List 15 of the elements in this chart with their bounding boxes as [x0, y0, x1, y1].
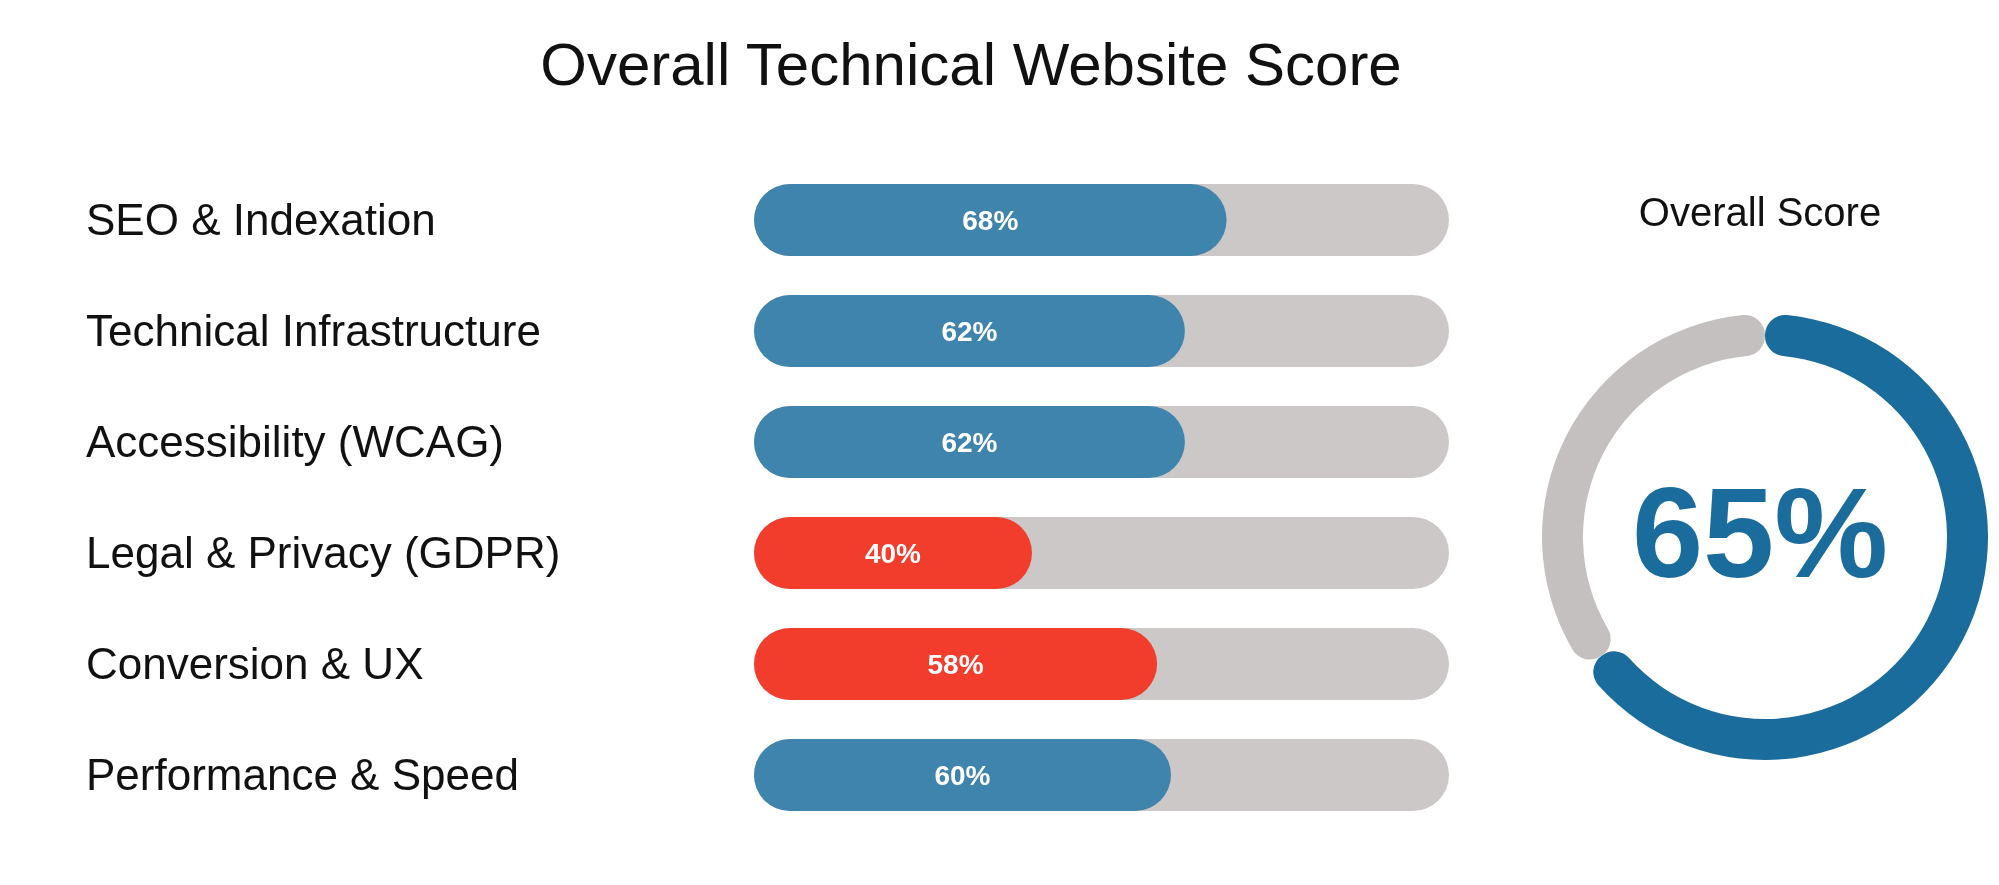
data-label: 40% — [864, 537, 922, 569]
data-label: 58% — [927, 648, 984, 680]
y-tick-label: Legal & Privacy (GDPR) — [86, 527, 561, 577]
data-label: 62% — [941, 426, 998, 458]
text: 65% — [1631, 461, 1889, 605]
chart-title: Overall Technical Website Score — [539, 30, 1403, 99]
data-label: 60% — [934, 759, 991, 791]
y-tick-label: Performance & Speed — [86, 749, 519, 799]
chart-title: Overall Score — [1637, 190, 1883, 235]
y-tick-label: Technical Infrastructure — [86, 305, 541, 355]
data-label: 62% — [941, 315, 998, 347]
y-tick-label: SEO & Indexation — [86, 194, 436, 244]
data-label: 68% — [962, 204, 1019, 236]
y-tick-label: Conversion & UX — [86, 638, 424, 688]
y-tick-label: Accessibility (WCAG) — [86, 416, 505, 466]
